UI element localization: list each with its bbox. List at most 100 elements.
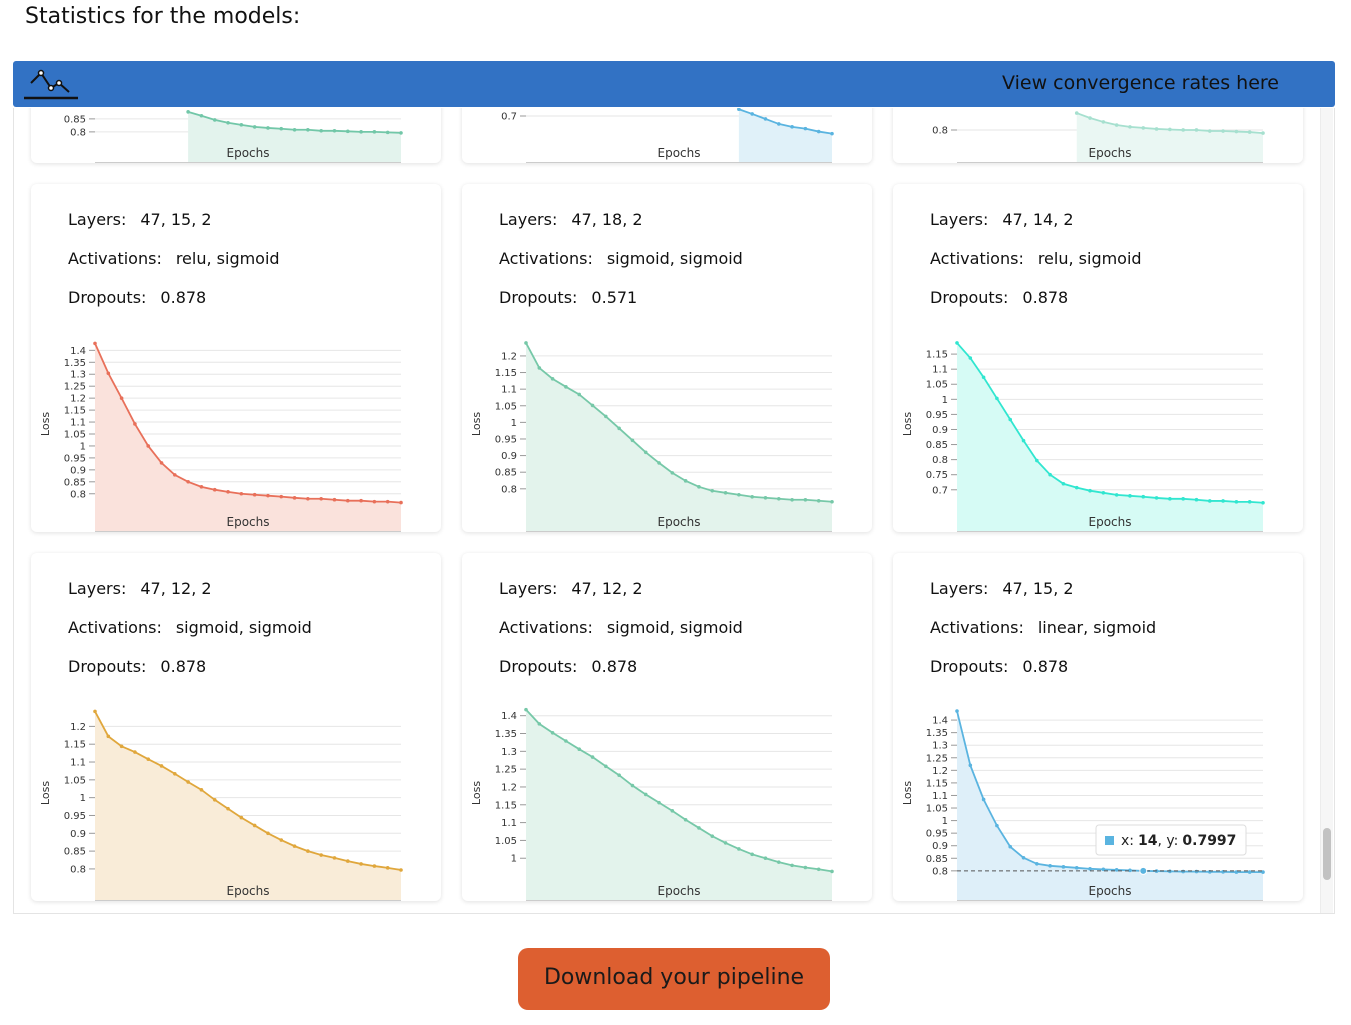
data-point [1088, 116, 1092, 120]
data-point [1168, 127, 1172, 132]
data-point [1207, 129, 1212, 133]
data-point [1128, 125, 1132, 129]
data-point [1074, 866, 1079, 870]
y-tick-label: 1.3 [501, 747, 517, 758]
data-point [199, 485, 204, 489]
data-point [212, 797, 217, 802]
data-point [1101, 491, 1106, 495]
area-fill [957, 711, 1263, 901]
info-label: Dropouts: [930, 657, 1009, 676]
info-value: 47, 15, 2 [1002, 579, 1074, 598]
y-tick-label: 0.95 [926, 410, 948, 421]
loss-line [525, 709, 833, 873]
data-point [226, 490, 230, 494]
scrollbar-thumb[interactable] [1323, 828, 1331, 880]
info-value: 0.878 [1022, 657, 1069, 676]
info-label: Layers: [930, 579, 989, 598]
data-point [1261, 870, 1265, 874]
y-tick-label: 0.9 [70, 465, 86, 476]
download-button[interactable]: Download your pipeline [518, 948, 830, 1010]
info-value: 47, 18, 2 [571, 210, 643, 229]
banner[interactable]: View convergence rates here [13, 61, 1335, 107]
data-point [239, 491, 244, 496]
y-tick-label: 1.15 [926, 350, 948, 361]
y-tick-label: 1.15 [64, 740, 86, 751]
data-point [239, 123, 244, 127]
y-tick-label: 0.9 [70, 829, 86, 840]
data-point [372, 864, 377, 868]
data-point [763, 495, 768, 500]
data-point [790, 497, 794, 502]
data-point [537, 722, 542, 726]
model-info: Layers: 47, 15, 2 [930, 579, 1074, 598]
data-point [1194, 497, 1199, 502]
data-point [385, 499, 390, 504]
data-point [577, 747, 582, 751]
data-point [1128, 494, 1132, 498]
y-tick-label: 0.95 [495, 434, 517, 445]
info-label: Layers: [499, 210, 558, 229]
data-point [385, 130, 390, 135]
data-point [106, 371, 111, 376]
info-label: Layers: [499, 579, 558, 598]
data-point [212, 487, 217, 492]
loss-chart: 0.8 0.85 0.9 0.95 1 1.05 1.1 1.15 1.2 Epochs Loss [470, 341, 834, 532]
data-point [266, 126, 270, 130]
data-point [332, 129, 337, 133]
y-tick-label: 1.15 [926, 778, 948, 789]
data-point [119, 396, 124, 400]
banner-text: View convergence rates here [1002, 72, 1279, 94]
data-point [776, 122, 781, 126]
data-point [359, 130, 363, 134]
model-info: Layers: 47, 15, 2 [68, 210, 212, 229]
data-point [657, 800, 661, 805]
y-tick-label: 1.25 [926, 753, 948, 764]
y-tick-label: 1.3 [70, 370, 86, 381]
data-point [1221, 129, 1225, 133]
data-point [173, 771, 177, 776]
data-point [1088, 867, 1092, 871]
y-tick-label: 0.8 [501, 484, 517, 495]
loss-line [956, 342, 1264, 504]
y-tick-label: 1.2 [70, 394, 86, 405]
data-point [830, 131, 834, 136]
area-fill [1076, 113, 1263, 163]
data-point [1128, 868, 1132, 873]
data-point [537, 366, 542, 370]
data-point [617, 426, 621, 431]
y-tick-label: 1.25 [495, 765, 517, 776]
data-point [173, 473, 177, 477]
data-point [399, 500, 403, 505]
y-tick-label: 0.85 [64, 114, 86, 125]
model-info: Layers: 47, 18, 2 [499, 210, 643, 229]
data-point [186, 110, 190, 114]
y-tick-label: 1 [80, 793, 86, 804]
info-label: Layers: [68, 210, 127, 229]
data-point [1101, 867, 1106, 872]
area-fill [526, 342, 832, 532]
info-value: 0.878 [1022, 288, 1069, 307]
y-tick-label: 1.15 [64, 406, 86, 417]
y-tick-label: 1 [942, 395, 948, 406]
model-info: Activations: relu, sigmoid [930, 249, 1142, 268]
data-point [643, 792, 648, 797]
data-point [1194, 869, 1199, 874]
info-label: Dropouts: [499, 288, 578, 307]
y-tick-label: 0.9 [501, 451, 517, 462]
model-info: Dropouts: 0.878 [68, 288, 206, 307]
info-label: Activations: [930, 249, 1024, 268]
y-axis-label: Loss [39, 412, 52, 436]
y-tick-label: 1 [511, 854, 517, 865]
chart-icon [24, 69, 78, 100]
y-tick-label: 1 [80, 441, 86, 452]
data-point [119, 744, 124, 749]
data-point [1247, 130, 1252, 134]
info-label: Activations: [68, 618, 162, 637]
data-point [723, 491, 728, 495]
hover-point [1139, 866, 1148, 875]
data-point [292, 496, 297, 500]
data-point [385, 866, 390, 870]
scrollbar[interactable] [1320, 108, 1333, 913]
data-point [1061, 865, 1066, 869]
data-point [830, 869, 834, 874]
